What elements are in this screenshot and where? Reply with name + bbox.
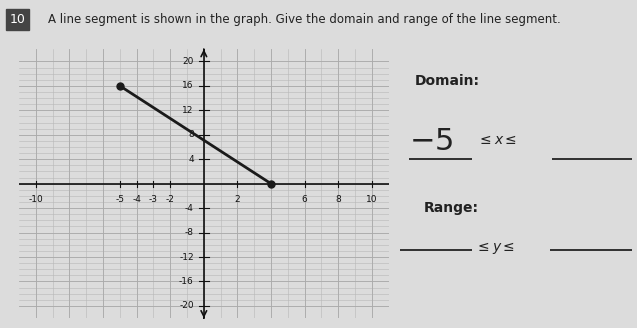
Text: Domain:: Domain:	[414, 74, 479, 88]
Text: -2: -2	[166, 195, 175, 204]
Text: -10: -10	[29, 195, 43, 204]
Text: -20: -20	[179, 301, 194, 310]
Text: $-5$: $-5$	[410, 126, 454, 157]
Text: Range:: Range:	[424, 201, 479, 215]
Text: -16: -16	[179, 277, 194, 286]
Text: -12: -12	[179, 253, 194, 261]
Text: -8: -8	[185, 228, 194, 237]
Text: 10: 10	[366, 195, 378, 204]
Text: -4: -4	[132, 195, 141, 204]
Text: $\leq x \leq$: $\leq x \leq$	[477, 133, 517, 147]
Text: A line segment is shown in the graph. Give the domain and range of the line segm: A line segment is shown in the graph. Gi…	[48, 13, 561, 26]
Text: 20: 20	[182, 57, 194, 66]
Text: 6: 6	[302, 195, 308, 204]
Text: $\leq y \leq$: $\leq y \leq$	[475, 240, 515, 256]
Text: 2: 2	[234, 195, 240, 204]
Text: -5: -5	[115, 195, 124, 204]
Text: 8: 8	[188, 130, 194, 139]
Text: -4: -4	[185, 204, 194, 213]
Text: -3: -3	[149, 195, 158, 204]
Text: 10: 10	[10, 13, 25, 26]
Text: 8: 8	[335, 195, 341, 204]
Text: 4: 4	[188, 155, 194, 164]
Text: 12: 12	[182, 106, 194, 115]
Text: 16: 16	[182, 81, 194, 91]
